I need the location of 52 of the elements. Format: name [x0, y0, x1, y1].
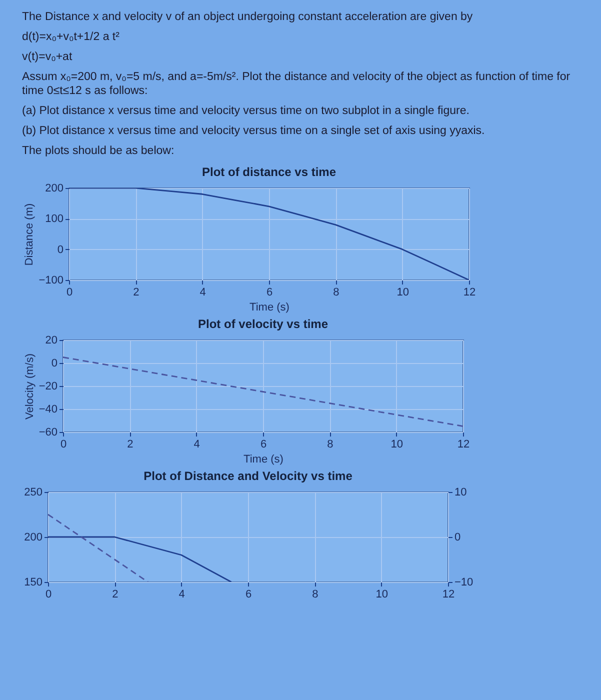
y2-tick-label: 10: [454, 486, 467, 498]
x-tick-label: 2: [112, 588, 118, 600]
y2-tick-label: −10: [454, 576, 474, 588]
text: (b) Plot distance x versus time and velocity versus time on a single set of axis using yyaxis.: [22, 124, 486, 138]
y-tick-label: −20: [38, 380, 58, 392]
x-tick-label: 2: [133, 286, 140, 298]
text: The plots should be as below:: [22, 144, 176, 158]
x-tick-label: 6: [260, 438, 267, 450]
y-axis-title: Velocity (m/s): [24, 353, 36, 420]
chart-title: Plot of distance vs time: [202, 165, 336, 179]
x-tick-label: 6: [266, 286, 273, 298]
x-axis-title: Time (s): [244, 454, 284, 466]
line-series: [48, 536, 232, 582]
x-tick-label: 8: [327, 438, 334, 450]
y-tick-label: 100: [45, 213, 64, 226]
y-tick-label: 200: [24, 532, 42, 544]
x-tick-label: 12: [457, 438, 470, 450]
x-tick-label: 2: [127, 438, 134, 450]
x-tick-label: 4: [200, 286, 206, 298]
text: (a) Plot distance x versus time and velocity versus time on two subplot in a single figure.: [22, 104, 470, 118]
x-tick-label: 4: [194, 438, 200, 450]
y-tick-label: 150: [24, 576, 42, 588]
y-tick-label: 20: [45, 334, 58, 346]
x-tick-label: 10: [396, 286, 409, 298]
x-axis-title: Time (s): [250, 302, 290, 314]
y-tick-label: −100: [38, 274, 64, 286]
text: v(t)=v₀+at: [22, 50, 74, 64]
text: Assum x₀=200 m, v₀=5 m/s, and a=-5m/s². Plot the distance and velocity of the object as function of time for time 0≤t≤12 s as follows:: [22, 70, 572, 98]
x-tick-label: 8: [312, 588, 318, 600]
chart-title: Plot of Distance and Velocity vs time: [144, 469, 353, 483]
x-tick-label: 10: [376, 588, 388, 600]
x-tick-label: 10: [390, 438, 403, 450]
text: The Distance x and velocity v of an object undergoing constant acceleration are given by: [22, 10, 474, 24]
x-tick-label: 6: [245, 588, 252, 600]
x-tick-label: 4: [178, 588, 185, 600]
y-tick-label: 0: [51, 358, 58, 370]
x-tick-label: 12: [442, 588, 455, 600]
line-series: [69, 188, 469, 280]
y-tick-label: 0: [57, 244, 64, 256]
line-series: [48, 514, 149, 582]
y2-tick-label: 0: [454, 532, 461, 544]
y-tick-label: 250: [24, 486, 42, 498]
text: d(t)=x₀+v₀t+1/2 a t²: [22, 30, 120, 44]
y-tick-label: 200: [45, 182, 64, 194]
y-tick-label: −40: [38, 404, 58, 416]
line-series: [63, 356, 463, 427]
chart-title: Plot of velocity vs time: [198, 317, 328, 331]
x-tick-label: 12: [463, 286, 476, 298]
x-tick-label: 0: [66, 286, 73, 298]
x-tick-label: 8: [333, 286, 340, 298]
y-axis-title: Distance (m): [24, 203, 36, 266]
y-tick-label: −60: [38, 426, 58, 438]
